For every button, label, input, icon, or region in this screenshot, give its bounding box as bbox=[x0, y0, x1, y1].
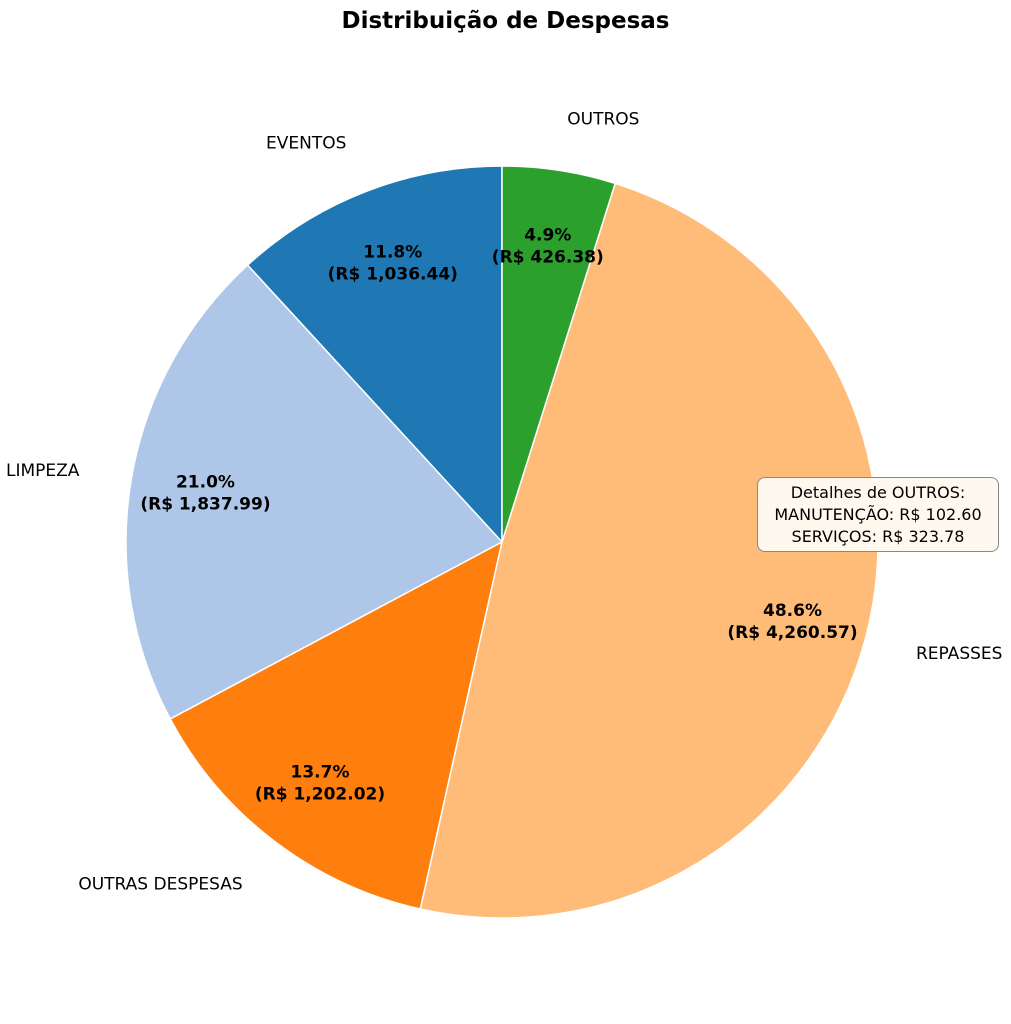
slice-pct-label: 11.8% bbox=[363, 243, 422, 263]
pie-slice-outros bbox=[501, 165, 617, 543]
slice-pct-label: 48.6% bbox=[763, 601, 822, 621]
slice-label-limpeza: LIMPEZA bbox=[6, 461, 80, 481]
pie-slice-eventos bbox=[246, 165, 503, 544]
slice-pct-label: 21.0% bbox=[176, 472, 235, 492]
slice-value-label: (R$ 1,837.99) bbox=[140, 494, 270, 514]
annotation-line: SERVIÇOS: R$ 323.78 bbox=[791, 527, 965, 546]
pie-slice-limpeza bbox=[125, 264, 504, 721]
pie-slice-repasses bbox=[419, 182, 879, 919]
slice-value-label: (R$ 1,202.02) bbox=[255, 785, 385, 805]
slice-pct-label: 13.7% bbox=[291, 763, 350, 783]
pie-slice-outras-despesas bbox=[169, 540, 504, 910]
slice-label-repasses: REPASSES bbox=[916, 644, 1002, 664]
slice-label-eventos: EVENTOS bbox=[266, 134, 346, 154]
annotation-line: Detalhes de OUTROS: bbox=[790, 483, 966, 502]
slice-value-label: (R$ 426.38) bbox=[492, 248, 604, 268]
slice-value-label: (R$ 1,036.44) bbox=[328, 265, 458, 285]
slice-pct-label: 4.9% bbox=[524, 226, 571, 246]
outros-details-annotation: Detalhes de OUTROS: MANUTENÇÃO: R$ 102.6… bbox=[757, 477, 999, 552]
slice-label-outras-despesas: OUTRAS DESPESAS bbox=[78, 874, 242, 894]
chart-title: Distribuição de Despesas bbox=[341, 8, 670, 34]
slice-label-outros: OUTROS bbox=[567, 109, 639, 129]
annotation-line: MANUTENÇÃO: R$ 102.60 bbox=[774, 505, 982, 524]
slice-value-label: (R$ 4,260.57) bbox=[727, 623, 857, 643]
